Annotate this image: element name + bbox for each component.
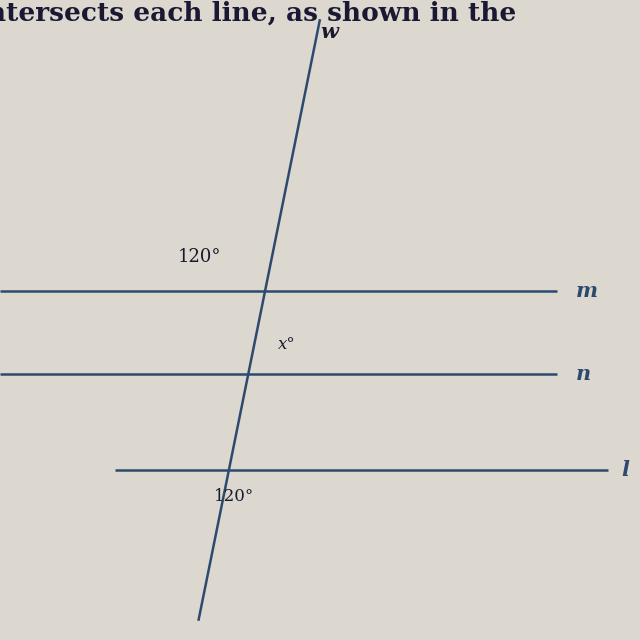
Text: w: w [321,22,339,42]
Text: m: m [576,281,598,301]
Text: ntersects each line, as shown in the: ntersects each line, as shown in the [0,1,516,26]
Text: l: l [621,460,628,481]
Text: n: n [576,364,591,385]
Text: x°: x° [278,336,296,353]
Text: 120°: 120° [214,488,255,506]
Text: 120°: 120° [177,248,221,266]
